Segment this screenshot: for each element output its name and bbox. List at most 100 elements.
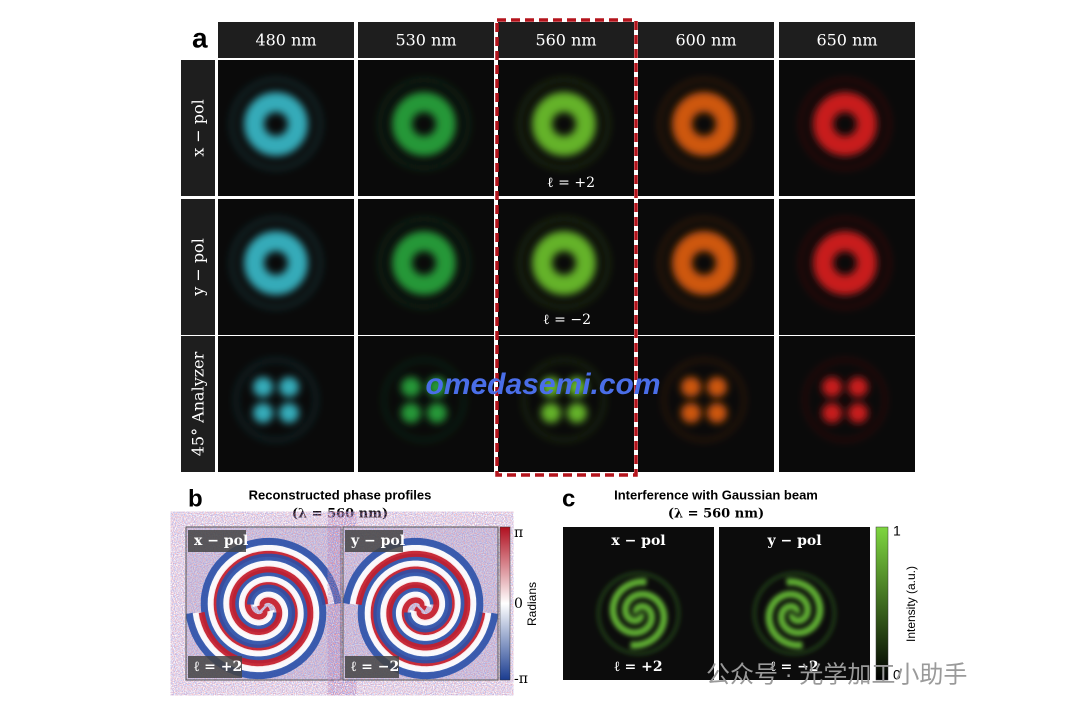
outer-ring: [658, 78, 750, 170]
fringe: [777, 578, 824, 637]
lobe: [707, 377, 727, 397]
phase-arm: [354, 549, 472, 652]
column-header-bg: [779, 22, 915, 58]
fringe: [609, 578, 656, 637]
frame: [185, 526, 342, 681]
interference-pattern: [752, 571, 837, 656]
panel-label: a: [192, 22, 208, 53]
beam-profile: [382, 358, 466, 442]
beam-image: [498, 336, 634, 472]
panel-title: Interference with Gaussian beam: [614, 487, 818, 502]
donut: [813, 92, 877, 156]
footer-watermark: 公众号 · 光学加工小助手: [706, 661, 967, 688]
phase-arm: [200, 537, 341, 664]
donut: [672, 92, 736, 156]
phase-arm: [369, 565, 487, 668]
annotation: ℓ = +2: [547, 175, 595, 191]
image-annotation: ℓ = −2: [769, 659, 818, 675]
column-header-bg: [358, 22, 494, 58]
phase-spiral: [186, 537, 341, 680]
fringe: [765, 590, 812, 649]
outer-ring: [799, 217, 891, 309]
watermark: omedasemi.com: [425, 368, 660, 401]
lobe: [822, 403, 842, 423]
lobe: [567, 377, 587, 397]
label-bg: [345, 656, 399, 678]
beam-profile: [522, 358, 606, 442]
lobe: [253, 377, 273, 397]
beam-profile: [230, 78, 322, 170]
outer-ring: [378, 217, 470, 309]
lobe: [541, 377, 561, 397]
outer-ring: [230, 78, 322, 170]
lobe: [681, 377, 701, 397]
panel-label: b: [188, 485, 203, 512]
donut: [392, 231, 456, 295]
colorbar: [499, 526, 511, 681]
donut: [813, 231, 877, 295]
column-header: 560 nm: [535, 31, 596, 50]
phase-arm: [348, 543, 478, 658]
column-header: 480 nm: [255, 31, 316, 50]
phase-arm: [191, 559, 321, 674]
image-label: y − pol: [350, 533, 405, 549]
image-annotation: ℓ = +2: [613, 659, 662, 675]
lobe: [567, 403, 587, 423]
donut: [244, 92, 308, 156]
column-header-bg: [638, 22, 774, 58]
panel-a: 480 nm 530 nm 560 nm 600 nm 650 nm x − pol y −…: [181, 22, 915, 472]
colorbar-tick: -π: [514, 671, 528, 687]
row-header: y − pol: [189, 238, 208, 297]
lobe: [848, 403, 868, 423]
beam-image: [779, 336, 915, 472]
phase-arm: [212, 549, 330, 652]
beam-profile: [518, 217, 610, 309]
beam-profile: [799, 217, 891, 309]
outer-ring: [230, 217, 322, 309]
panel-subtitle: (λ = 560 nm): [668, 507, 764, 522]
outer-ring: [803, 358, 887, 442]
column-header: 650 nm: [816, 31, 877, 50]
panel-c: x − pol ℓ = +2 y − pol ℓ = −2: [563, 527, 870, 680]
outer-ring: [799, 78, 891, 170]
beam-image: [218, 60, 354, 196]
panel-b: x − pol ℓ = +2 y − pol ℓ = −2: [185, 526, 499, 681]
panel-title: Reconstructed phase profiles: [249, 487, 432, 502]
colorbar-label: Intensity (a.u.): [904, 566, 918, 642]
colorbar-tick: 1: [893, 523, 901, 539]
outer-ring: [658, 217, 750, 309]
outer-ring: [662, 358, 746, 442]
phase-spiral: [343, 537, 498, 680]
outer-ring: [522, 358, 606, 442]
beam-profile: [234, 358, 318, 442]
label-bg: [345, 530, 403, 552]
row-header: 45° Analyzer: [189, 351, 208, 456]
lobe: [427, 403, 447, 423]
donut: [244, 231, 308, 295]
phase-arm: [186, 553, 327, 680]
lobe: [541, 403, 561, 423]
beam-profile: [803, 358, 887, 442]
column-header: 530 nm: [395, 31, 456, 50]
outer-ring: [378, 78, 470, 170]
beam-image: [638, 336, 774, 472]
panel-label: c: [562, 485, 575, 512]
donut: [532, 231, 596, 295]
beam-profile: [658, 217, 750, 309]
lobe: [707, 403, 727, 423]
donut: [392, 92, 456, 156]
phase-arm: [197, 565, 315, 668]
image-annotation: ℓ = −2: [350, 659, 399, 675]
beam-profile: [518, 78, 610, 170]
column-header: 600 nm: [675, 31, 736, 50]
colorbar-tick: π: [514, 525, 523, 541]
outer-ring: [518, 217, 610, 309]
lobe: [253, 403, 273, 423]
beam-image: [218, 199, 354, 335]
beam-profile: [230, 217, 322, 309]
lobe: [279, 403, 299, 423]
beam-profile: [658, 78, 750, 170]
lobe: [401, 377, 421, 397]
colorbar: [875, 526, 889, 681]
